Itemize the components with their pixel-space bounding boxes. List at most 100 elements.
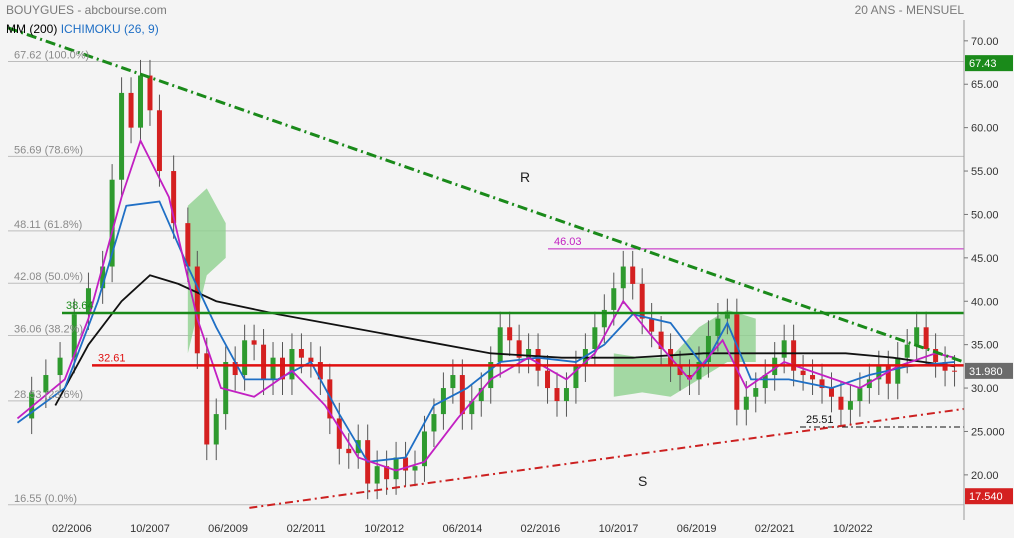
candle-body	[554, 388, 560, 402]
candle-body	[71, 314, 77, 358]
candle-body	[687, 375, 693, 380]
legend: MM (200) ICHIMOKU (26, 9)	[6, 22, 159, 36]
candle-body	[563, 388, 569, 402]
y-tick-label: 55.00	[971, 166, 999, 178]
x-tick-label: 02/2016	[521, 523, 561, 535]
trendline-r	[7, 26, 965, 364]
candle-body	[156, 110, 162, 172]
y-tick-label: 60.00	[971, 123, 999, 135]
horizontal-levels	[62, 248, 964, 428]
axes: 20.00 25.000 30.00 35.00 40.00 45.00 50.00 55.0…	[52, 20, 1014, 535]
candle-body	[952, 370, 958, 372]
candle-body	[308, 357, 314, 363]
candle-body	[715, 318, 721, 336]
price-tag-label: 67.43	[969, 58, 997, 70]
candle-body	[781, 340, 787, 358]
candle-body	[866, 379, 872, 389]
y-tick-label: 50.00	[971, 209, 999, 221]
candle-body	[403, 457, 409, 471]
candle-body	[29, 392, 35, 419]
candle-body	[601, 309, 607, 328]
x-tick-label: 06/2014	[442, 523, 482, 535]
candle-body	[384, 466, 390, 480]
price-tag-label: 17.540	[969, 491, 1003, 503]
candle-body	[100, 266, 106, 289]
candle-body	[791, 340, 797, 371]
fib-label: 16.55 (0.0%)	[14, 493, 77, 505]
candle-body	[242, 340, 248, 376]
chart-period: 20 ANS - MENSUEL	[854, 3, 964, 17]
candle-body	[895, 357, 901, 384]
legend-mm200: MM (200)	[6, 22, 58, 36]
candle-body	[743, 396, 749, 410]
fib-label: 28.53 (23.6%)	[14, 389, 83, 401]
fib-label: 36.06 (38.2%)	[14, 323, 83, 335]
candle-body	[261, 344, 267, 380]
candle-body	[459, 375, 465, 415]
candle-body	[298, 348, 304, 358]
candle-body	[611, 288, 617, 310]
level-label: 46.03	[554, 236, 582, 248]
candle-body	[724, 314, 730, 319]
fib-label: 48.11 (61.8%)	[14, 219, 82, 231]
annotation-s: S	[638, 473, 647, 489]
candle-body	[488, 362, 494, 389]
candle-body	[828, 388, 834, 397]
trendlines	[7, 26, 965, 509]
candle-body	[317, 362, 323, 380]
labels: 67.62 (100.0%) 56.69 (78.6%) 48.11 (61.8%)…	[14, 49, 834, 504]
candle-body	[734, 314, 740, 410]
candle-body	[620, 266, 626, 289]
candle-body	[327, 379, 333, 419]
candle-body	[128, 92, 134, 128]
candle-body	[630, 266, 636, 284]
candle-body	[43, 375, 49, 393]
price-tag	[965, 488, 1013, 505]
price-tag	[965, 55, 1013, 72]
candle-body	[526, 348, 532, 358]
candle-body	[431, 414, 437, 432]
y-tick-label: 70.00	[971, 36, 999, 48]
kumo-area	[187, 188, 226, 354]
fib-label: 56.69 (78.6%)	[14, 144, 83, 156]
candle-body	[393, 457, 399, 480]
y-tick-label: 40.00	[971, 296, 999, 308]
price-tag	[965, 362, 1013, 379]
candle-body	[705, 335, 711, 363]
candle-body	[545, 370, 551, 389]
candle-body	[336, 418, 342, 449]
level-label: 38.64	[66, 300, 94, 312]
candle-body	[696, 362, 702, 380]
candle-body	[185, 223, 191, 267]
y-tick-label: 45.00	[971, 253, 999, 265]
candle-body	[109, 179, 115, 267]
candlesticks	[29, 59, 958, 500]
candle-body	[497, 327, 503, 363]
x-tick-label: 02/2021	[755, 523, 795, 535]
candle-body	[762, 375, 768, 389]
y-tick-label: 25.000	[971, 426, 1005, 438]
candle-body	[469, 401, 475, 415]
legend-ichimoku: ICHIMOKU (26, 9)	[60, 22, 159, 36]
candle-body	[649, 318, 655, 332]
candle-body	[346, 448, 352, 454]
candle-body	[904, 344, 910, 358]
price-tag-label: 31.980	[969, 366, 1003, 378]
y-tick-label: 65.00	[971, 79, 999, 91]
candle-body	[573, 366, 579, 389]
candle-body	[450, 375, 456, 389]
mm200-line	[54, 274, 955, 406]
candle-body	[412, 466, 418, 471]
candle-body	[819, 379, 825, 389]
x-tick-label: 06/2009	[208, 523, 248, 535]
tenkan-line	[16, 200, 955, 463]
candle-body	[138, 75, 144, 128]
candle-body	[171, 171, 177, 224]
candle-body	[85, 288, 91, 315]
candle-body	[857, 388, 863, 402]
candle-body	[923, 327, 929, 349]
x-tick-label: 02/2006	[52, 523, 92, 535]
candle-body	[885, 366, 891, 384]
candle-body	[810, 375, 816, 380]
y-axis-bg	[964, 20, 1014, 520]
